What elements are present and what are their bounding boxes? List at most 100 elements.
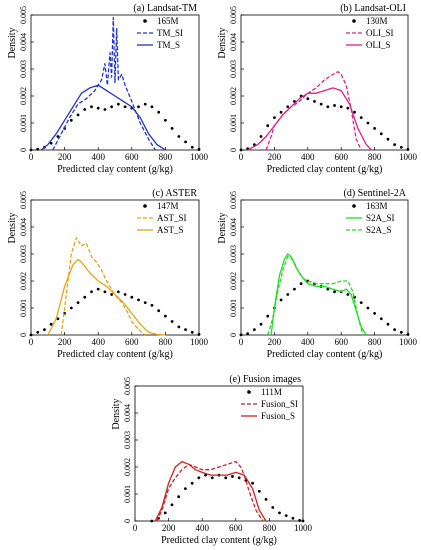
chart-panel-4: 0 200 400 600 800 1000 0 0.001 0.002 0.003 0.004 0.… <box>111 374 313 546</box>
x-tick-label: 800 <box>263 523 277 533</box>
data-point <box>157 110 161 114</box>
y-tick-label: 0.004 <box>19 218 28 236</box>
data-point <box>29 333 33 337</box>
y-tick-label: 0.004 <box>19 33 28 51</box>
y-tick-label: 0.002 <box>229 272 238 290</box>
x-tick-label: 400 <box>91 152 105 162</box>
data-point <box>204 473 207 477</box>
data-point <box>170 126 174 130</box>
data-point <box>29 148 33 152</box>
x-tick-label: 0 <box>29 152 34 162</box>
y-tick-label: 0.003 <box>229 60 238 78</box>
x-tick-label: 200 <box>162 523 176 533</box>
legend-entry: 147M <box>157 201 179 211</box>
y-axis-label: Density <box>111 398 122 429</box>
y-tick-label: 0.004 <box>123 404 132 422</box>
legend-entry: AST_SI <box>157 213 187 223</box>
data-point <box>137 105 140 109</box>
y-tick-label: 0.004 <box>229 218 238 236</box>
data-point <box>237 476 241 480</box>
x-tick-label: 0 <box>239 152 244 162</box>
data-point <box>393 143 397 147</box>
data-point <box>291 516 295 520</box>
data-point <box>224 476 228 480</box>
data-point <box>239 333 243 337</box>
y-tick-label: 0.001 <box>229 114 238 132</box>
x-tick-label: 600 <box>125 337 139 347</box>
data-point <box>284 514 288 517</box>
x-tick-label: 400 <box>195 523 209 533</box>
data-point <box>298 519 302 522</box>
series-line-1 <box>156 460 264 522</box>
x-tick-label: 0 <box>133 523 138 533</box>
data-point <box>301 519 305 523</box>
x-tick-label: 1000 <box>294 523 313 533</box>
data-point <box>373 126 376 130</box>
data-point <box>264 498 268 501</box>
data-point <box>197 148 201 151</box>
y-axis-label: Density <box>7 27 18 58</box>
x-axis-label: Predicted clay content (g/kg) <box>267 164 383 175</box>
data-point <box>251 481 255 485</box>
data-point <box>90 290 93 294</box>
x-axis-label: Predicted clay content (g/kg) <box>57 164 173 175</box>
data-point <box>326 287 330 291</box>
x-tick-label: 600 <box>125 152 139 162</box>
series-line-1 <box>60 237 146 336</box>
data-point <box>279 110 283 114</box>
y-tick-label: 0.003 <box>229 245 238 263</box>
data-point <box>406 148 410 151</box>
legend-entry: TM_S <box>157 40 180 50</box>
data-point <box>137 298 140 302</box>
y-tick-label: 0 <box>229 148 238 152</box>
data-point <box>116 102 120 106</box>
x-tick-label: 600 <box>334 337 348 347</box>
legend-marker <box>143 204 147 208</box>
legend-entry: S2A_SI <box>366 213 395 223</box>
data-point <box>150 105 154 109</box>
data-point <box>359 301 363 304</box>
series-line-1 <box>265 71 362 151</box>
data-point <box>246 332 250 336</box>
legend-marker <box>352 19 356 23</box>
x-tick-label: 400 <box>301 152 315 162</box>
data-point <box>69 118 73 122</box>
chart-title: (a) Landsat-TM <box>133 3 197 14</box>
x-tick-label: 400 <box>91 337 105 347</box>
y-tick-label: 0.003 <box>19 245 28 263</box>
y-tick-label: 0.001 <box>229 299 238 317</box>
data-point <box>346 293 350 296</box>
y-tick-label: 0 <box>19 148 28 152</box>
data-point <box>150 519 154 523</box>
data-point <box>366 121 370 125</box>
data-point <box>197 333 201 336</box>
plot-frame <box>240 14 409 151</box>
y-tick-label: 0 <box>229 333 238 337</box>
x-tick-label: 0 <box>29 337 34 347</box>
x-tick-label: 600 <box>334 152 348 162</box>
data-point <box>116 290 120 294</box>
x-axis-label: Predicted clay content (g/kg) <box>57 349 173 360</box>
data-point <box>36 147 40 151</box>
data-point <box>110 293 114 296</box>
chart-title: (e) Fusion images <box>229 374 301 385</box>
data-point <box>96 287 100 291</box>
data-point <box>266 314 270 318</box>
y-tick-label: 0.005 <box>229 6 238 24</box>
x-tick-label: 200 <box>58 337 72 347</box>
legend-entry: TM_SI <box>157 28 183 38</box>
legend-entry: OLI_S <box>366 40 391 50</box>
data-point <box>333 290 336 294</box>
legend-entry: Fusion_SI <box>261 399 298 409</box>
data-point <box>257 489 261 493</box>
data-point <box>190 330 194 334</box>
legend-marker <box>247 390 251 394</box>
y-tick-label: 0.002 <box>229 87 238 105</box>
legend-entry: 163M <box>366 201 388 211</box>
legend-entry: AST_S <box>157 225 184 235</box>
x-tick-label: 200 <box>268 152 282 162</box>
data-point <box>150 303 154 307</box>
y-axis-label: Density <box>7 212 18 243</box>
series-line-2 <box>40 84 166 151</box>
data-point <box>273 116 276 119</box>
